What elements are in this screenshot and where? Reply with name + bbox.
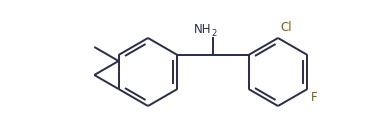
Text: F: F <box>310 91 317 104</box>
Text: NH: NH <box>193 23 211 36</box>
Text: Cl: Cl <box>280 21 292 34</box>
Text: 2: 2 <box>211 30 217 38</box>
